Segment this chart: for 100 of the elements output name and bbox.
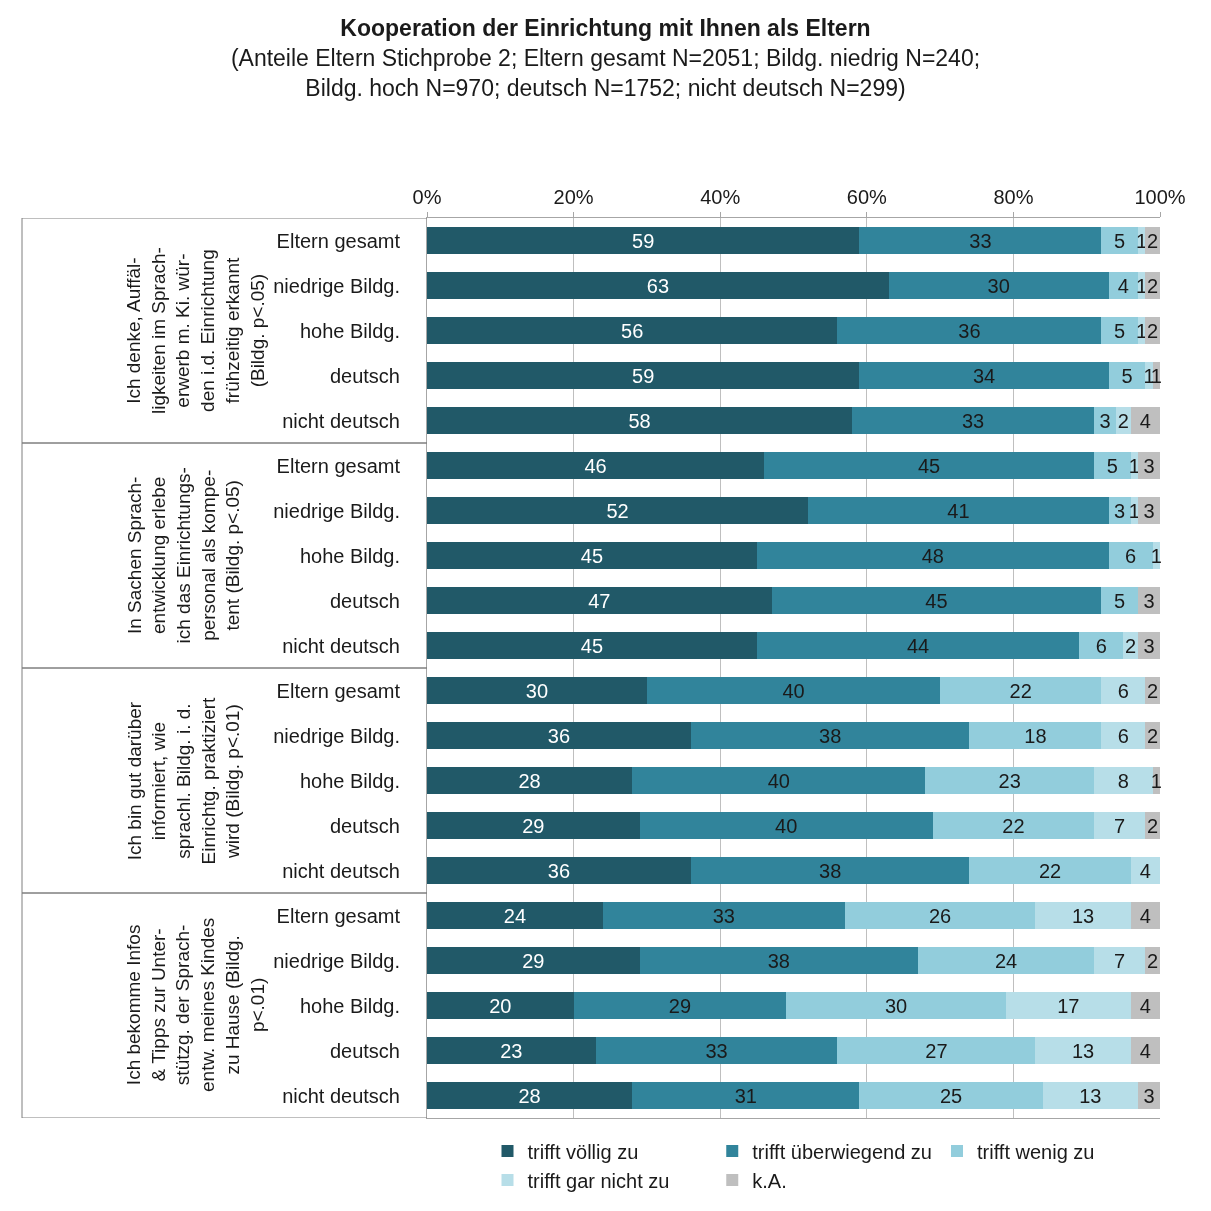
data-label: 63 — [646, 274, 670, 297]
bar — [427, 946, 640, 975]
y-tick-label: nicht deutsch — [282, 634, 400, 657]
data-label: 3 — [1114, 499, 1126, 522]
data-label: 38 — [819, 859, 842, 882]
data-label: 30 — [987, 274, 1010, 297]
bar — [1101, 676, 1146, 705]
data-label: 5 — [1114, 589, 1126, 612]
data-label: 3 — [1143, 1084, 1155, 1107]
data-label: 5 — [1121, 364, 1133, 387]
y-tick-label: niedrige Bildg. — [273, 499, 400, 522]
data-label: 8 — [1117, 769, 1129, 792]
y-tick-label: deutsch — [329, 589, 400, 612]
data-label: 36 — [547, 859, 571, 882]
data-label: 45 — [580, 544, 604, 567]
data-label: 2 — [1125, 634, 1137, 657]
bar — [1094, 946, 1146, 975]
data-label: 13 — [1071, 1039, 1095, 1062]
data-label: 24 — [503, 904, 527, 927]
bar — [427, 361, 860, 390]
data-label: 2 — [1147, 679, 1159, 702]
x-tick-label: 20% — [553, 186, 594, 208]
legend-label: trifft wenig zu — [977, 1140, 1095, 1163]
bar — [969, 856, 1131, 885]
bar — [427, 496, 809, 525]
data-label: 6 — [1117, 679, 1129, 702]
bar — [837, 1036, 1036, 1065]
data-label: 5 — [1114, 319, 1126, 342]
bar — [632, 766, 926, 795]
data-label: 44 — [906, 634, 930, 657]
bar — [427, 271, 889, 300]
data-label: 7 — [1114, 949, 1126, 972]
data-label: 1 — [1136, 229, 1148, 252]
data-label: 41 — [947, 499, 970, 522]
y-tick-label: Eltern gesamt — [276, 904, 401, 927]
data-label: 52 — [606, 499, 629, 522]
data-label: 36 — [547, 724, 571, 747]
data-label: 6 — [1117, 724, 1129, 747]
data-label: 4 — [1139, 994, 1151, 1017]
bar — [573, 991, 787, 1020]
data-label: 1 — [1136, 274, 1148, 297]
bar — [786, 991, 1007, 1020]
data-label: 33 — [969, 229, 992, 252]
bar — [852, 406, 1095, 435]
bar — [859, 361, 1109, 390]
bar — [808, 496, 1109, 525]
bar — [602, 901, 845, 930]
bar — [859, 1081, 1043, 1110]
data-label: 36 — [958, 319, 981, 342]
chart-title: Kooperation der Einrichtung mit Ihnen als Eltern — [340, 15, 871, 41]
data-label: 7 — [1114, 814, 1126, 837]
data-label: 26 — [928, 904, 952, 927]
bar — [1101, 721, 1146, 750]
y-tick-label: niedrige Bildg. — [273, 949, 400, 972]
data-label: 4 — [1139, 409, 1151, 432]
y-tick-label: hohe Bildg. — [299, 994, 400, 1017]
bar — [427, 721, 691, 750]
data-label: 3 — [1143, 499, 1155, 522]
x-tick-label: 40% — [700, 186, 741, 208]
data-label: 46 — [584, 454, 607, 477]
data-label: 33 — [712, 904, 735, 927]
bar — [427, 1081, 633, 1110]
x-tick-label: 60% — [846, 186, 888, 208]
bar — [427, 226, 860, 255]
data-label: 1 — [1150, 769, 1162, 792]
y-tick-label: nicht deutsch — [282, 409, 400, 432]
data-label: 24 — [994, 949, 1018, 972]
data-label: 29 — [668, 994, 692, 1017]
data-label: 18 — [1024, 724, 1047, 747]
bar — [646, 676, 941, 705]
data-label: 6 — [1125, 544, 1137, 567]
bar — [969, 721, 1102, 750]
data-label: 5 — [1106, 454, 1118, 477]
data-label: 45 — [925, 589, 948, 612]
data-label: 2 — [1147, 229, 1159, 252]
data-label: 4 — [1139, 859, 1151, 882]
data-label: 5 — [1114, 229, 1126, 252]
data-label: 23 — [500, 1039, 523, 1062]
bar — [632, 1081, 860, 1110]
data-label: 34 — [972, 364, 996, 387]
x-tick-label: 80% — [993, 186, 1034, 208]
bar — [427, 451, 765, 480]
data-label: 1 — [1150, 544, 1162, 567]
legend-label: trifft gar nicht zu — [527, 1169, 670, 1192]
bar — [771, 586, 1102, 615]
data-label: 45 — [917, 454, 941, 477]
y-tick-label: niedrige Bildg. — [273, 724, 400, 747]
bar — [1094, 811, 1146, 840]
bar — [427, 541, 757, 570]
data-label: 23 — [998, 769, 1021, 792]
y-tick-label: deutsch — [329, 1039, 400, 1062]
bar — [925, 766, 1095, 795]
bar — [844, 901, 1036, 930]
data-label: 2 — [1147, 274, 1159, 297]
data-label: 29 — [522, 814, 545, 837]
data-label: 2 — [1147, 319, 1159, 342]
bar — [427, 766, 633, 795]
data-label: 3 — [1143, 589, 1155, 612]
data-label: 45 — [580, 634, 604, 657]
bar — [1035, 1036, 1131, 1065]
